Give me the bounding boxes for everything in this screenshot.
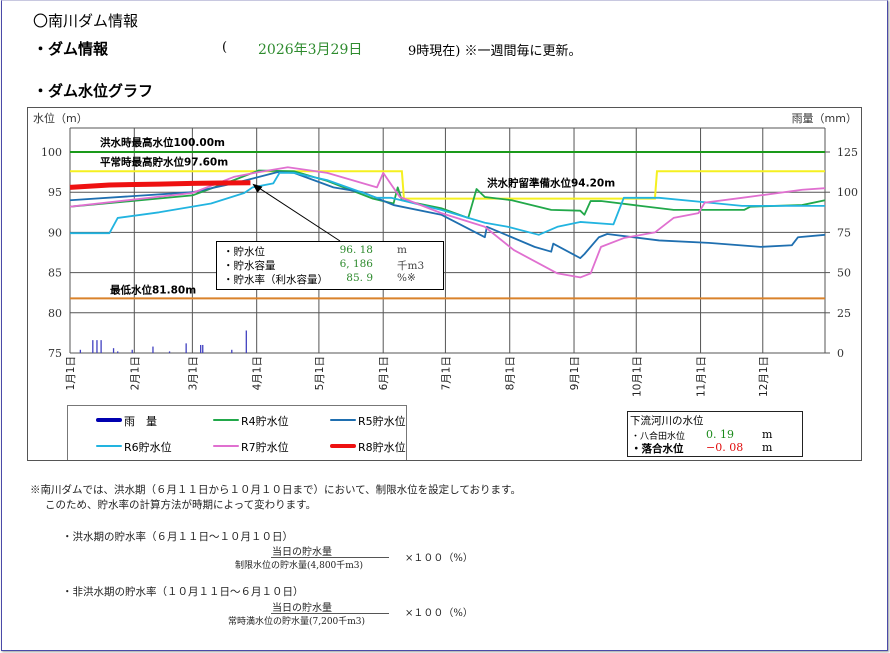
note-line-1: ※南川ダムでは、洪水期（６月１１日から１０月１０日まで）において、制限水位を設定…	[30, 484, 521, 496]
info-pointer-arrow	[255, 185, 341, 242]
downstream-label: ・落合水位	[631, 443, 684, 455]
x-tick-label: 3月1日	[187, 356, 199, 390]
x-tick-label: 7月1日	[440, 356, 452, 390]
info-unit: m	[397, 244, 407, 256]
update-date: 2026年3月29日	[258, 42, 363, 58]
legend-swatch	[96, 445, 122, 447]
info-unit: %※	[397, 272, 416, 284]
legend-label: R4貯水位	[241, 415, 289, 428]
y2-tick-label: 75	[837, 226, 851, 239]
dam-info-heading: ・ダム情報	[33, 40, 109, 58]
downstream-river-box: 下流河川の水位 ・八合田水位 0. 19 m ・落合水位 −0. 08 m	[627, 411, 803, 457]
y-axis-label: 水位（m）	[33, 111, 88, 125]
nonflood-denominator: 常時満水位の貯水量(7,200千m3)	[228, 617, 366, 627]
nonflood-multiplier: ×１００（%）	[405, 608, 473, 619]
legend-swatch	[213, 419, 239, 421]
y-tick-label: 80	[48, 307, 62, 320]
legend-swatch	[96, 418, 122, 422]
page-title: 〇南川ダム情報	[33, 12, 139, 30]
x-tick-label: 9月1日	[569, 356, 581, 390]
x-tick-label: 12月1日	[758, 356, 770, 397]
x-tick-label: 1月1日	[65, 356, 77, 390]
x-tick-label: 2月1日	[129, 356, 141, 390]
y2-axis-label: 雨量（mm）	[792, 112, 857, 125]
flood-multiplier: ×１００（%）	[405, 553, 473, 564]
downstream-value: 0. 19	[706, 428, 734, 441]
legend-swatch	[330, 444, 356, 448]
y2-tick-label: 100	[837, 186, 858, 199]
normal-max-level-label: 平常時最高貯水位97.60m	[100, 155, 228, 168]
info-value: 85. 9	[346, 272, 373, 284]
legend-label: R6貯水位	[124, 441, 172, 454]
legend-swatch	[330, 419, 356, 421]
chart-legend: 雨 量 R4貯水位 R5貯水位 R6貯水位 R7貯水位 R8貯水位	[67, 405, 407, 460]
info-value: 96. 18	[339, 244, 373, 256]
update-time-note: 9時現在) ※一週間毎に更新。	[408, 44, 582, 59]
flood-max-level-label: 洪水時最高水位100.00m	[100, 136, 225, 149]
downstream-label: ・八合田水位	[631, 432, 686, 442]
arrow-head-icon	[252, 183, 263, 193]
legend-swatch	[213, 445, 239, 447]
y2-tick-label: 50	[837, 267, 851, 280]
flood-reserve-level-label: 洪水貯留準備水位94.20m	[487, 177, 615, 190]
x-tick-label: 6月1日	[378, 356, 390, 390]
info-unit: 千m3	[397, 260, 425, 272]
downstream-unit: m	[762, 441, 773, 454]
storage-info-box: ・貯水位 96. 18 m ・貯水容量 6, 186 千m3 ・貯水率（利水容量） …	[216, 241, 444, 290]
info-label: ・貯水率（利水容量）	[223, 274, 328, 286]
info-label: ・貯水容量	[223, 260, 276, 272]
nonflood-rate-label: ・非洪水期の貯水率（１０月１１日～６月１０日）	[62, 586, 304, 598]
legend-label: R7貯水位	[241, 441, 289, 454]
graph-heading: ・ダム水位グラフ	[33, 82, 154, 100]
paren-open: (	[222, 40, 228, 55]
info-value: 6, 186	[339, 258, 373, 270]
x-tick-label: 10月1日	[631, 356, 643, 397]
dam-level-chart	[27, 107, 862, 461]
y2-tick-label: 0	[837, 347, 844, 360]
note-line-2: このため、貯水率の計算方法が時期によって変わります。	[45, 499, 317, 511]
info-label: ・貯水位	[223, 246, 265, 258]
x-tick-label: 4月1日	[252, 356, 264, 390]
x-tick-label: 11月1日	[696, 356, 708, 397]
series-line-R8貯水位	[69, 180, 251, 190]
series-line-R4貯水位	[69, 169, 826, 219]
x-tick-label: 5月1日	[314, 356, 326, 390]
y-tick-label: 75	[48, 347, 62, 360]
downstream-unit: m	[762, 428, 773, 441]
y-tick-label: 85	[48, 267, 62, 280]
legend-label: 雨 量	[124, 415, 157, 428]
restricted-level-line	[70, 170, 825, 200]
flood-fraction-bar	[271, 557, 389, 558]
x-tick-label: 8月1日	[505, 356, 517, 390]
series-line-R7貯水位	[69, 166, 826, 279]
flood-denominator: 制限水位の貯水量(4,800千m3)	[235, 561, 364, 571]
flood-numerator: 当日の貯水量	[272, 547, 332, 558]
legend-label: R5貯水位	[358, 415, 406, 428]
legend-label: R8貯水位	[358, 441, 406, 454]
y-tick-label: 100	[41, 146, 62, 159]
y2-tick-label: 125	[837, 146, 858, 159]
downstream-title: 下流河川の水位	[630, 415, 704, 427]
flood-rate-label: ・洪水期の貯水率（６月１１日～１０月１０日）	[62, 531, 293, 543]
downstream-value: −0. 08	[706, 441, 744, 454]
y-tick-label: 90	[48, 226, 62, 239]
nonflood-fraction-bar	[271, 613, 389, 614]
nonflood-numerator: 当日の貯水量	[272, 603, 332, 614]
y-tick-label: 95	[48, 186, 62, 199]
min-level-label: 最低水位81.80m	[110, 283, 196, 296]
series-line-R6貯水位	[70, 172, 825, 236]
y2-tick-label: 25	[837, 307, 851, 320]
